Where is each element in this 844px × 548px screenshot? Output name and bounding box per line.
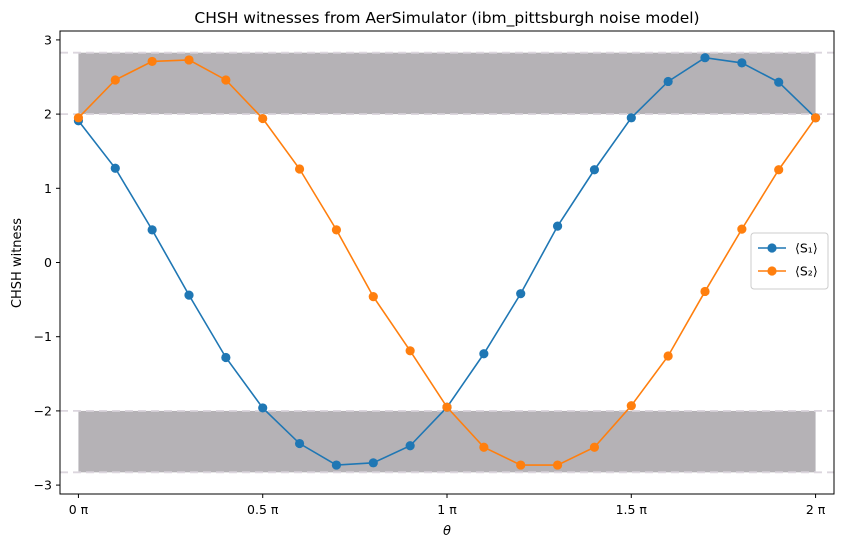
series-1-point bbox=[552, 221, 563, 231]
y-tick-label: 2 bbox=[44, 107, 52, 122]
series-2-point bbox=[147, 56, 157, 67]
series-1-point bbox=[663, 76, 673, 87]
series-2-point bbox=[442, 402, 452, 412]
series-1-point bbox=[700, 53, 710, 63]
series-1-point bbox=[368, 458, 378, 468]
shaded-band bbox=[78, 52, 816, 115]
series-2-point bbox=[110, 75, 120, 85]
series-2-point bbox=[73, 113, 84, 123]
series-2-point bbox=[589, 442, 600, 452]
series-1-point bbox=[405, 441, 415, 451]
series-2-point bbox=[184, 55, 194, 65]
series-1-point bbox=[331, 460, 342, 470]
series-2-point bbox=[552, 460, 563, 470]
y-tick-label: 1 bbox=[44, 181, 52, 196]
legend-swatch-marker bbox=[767, 266, 777, 276]
series-1-point bbox=[184, 290, 194, 300]
legend: ⟨S₁⟩ ⟨S₂⟩ bbox=[750, 232, 829, 290]
y-tick-label: 3 bbox=[44, 32, 52, 47]
series-1-point bbox=[737, 58, 747, 68]
x-axis-ticks: 0 π 0.5 π 1 π 1.5 π 2 π bbox=[69, 494, 826, 517]
x-tick-label: 0.5 π bbox=[247, 502, 279, 517]
series-2-point bbox=[810, 113, 821, 123]
series-1-point bbox=[110, 163, 120, 173]
chart-title: CHSH witnesses from AerSimulator (ibm_pi… bbox=[194, 9, 699, 28]
series-2-point bbox=[221, 75, 231, 85]
series-2-point bbox=[737, 224, 747, 234]
series-2-point bbox=[368, 292, 378, 302]
y-tick-label: 0 bbox=[44, 255, 52, 270]
y-axis-ticks: 3 2 1 0 −1 −2 −3 bbox=[34, 32, 60, 493]
bands-layer bbox=[78, 52, 816, 473]
series-2-point bbox=[700, 286, 710, 297]
series-1-point bbox=[626, 113, 636, 123]
y-tick-label: −3 bbox=[34, 478, 52, 493]
series-2-point bbox=[405, 346, 415, 356]
series-layer bbox=[73, 53, 821, 470]
x-tick-label: 1.5 π bbox=[616, 502, 648, 517]
series-1-point bbox=[479, 349, 489, 359]
series-1-point bbox=[258, 403, 268, 413]
legend-label: ⟨S₂⟩ bbox=[795, 264, 818, 279]
series-1-point bbox=[147, 225, 157, 235]
series-2-point bbox=[663, 351, 673, 361]
series-2-point bbox=[516, 460, 526, 470]
series-1-point bbox=[774, 77, 784, 87]
x-axis-label: θ bbox=[443, 524, 451, 539]
series-2-point bbox=[774, 165, 784, 175]
series-1-point bbox=[516, 289, 526, 299]
series-2-point bbox=[626, 401, 636, 411]
y-tick-label: −2 bbox=[34, 403, 52, 418]
y-tick-label: −1 bbox=[34, 329, 52, 344]
series-1-point bbox=[294, 438, 305, 449]
y-axis-label: CHSH witness bbox=[10, 218, 25, 308]
reference-lines-layer bbox=[60, 51, 834, 474]
shaded-band bbox=[78, 410, 816, 473]
x-tick-label: 0 π bbox=[69, 502, 89, 517]
legend-swatch-marker bbox=[767, 243, 777, 253]
series-2-point bbox=[258, 113, 268, 124]
series-1-point bbox=[589, 165, 600, 175]
legend-label: ⟨S₁⟩ bbox=[795, 241, 818, 256]
series-2-point bbox=[479, 442, 489, 452]
series-1-point bbox=[221, 352, 231, 363]
x-tick-label: 2 π bbox=[806, 502, 826, 517]
x-tick-label: 1 π bbox=[437, 502, 457, 517]
series-2-point bbox=[294, 164, 305, 174]
series-2-point bbox=[331, 225, 342, 235]
